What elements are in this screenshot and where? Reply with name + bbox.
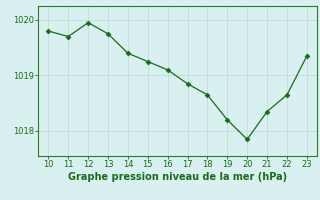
- X-axis label: Graphe pression niveau de la mer (hPa): Graphe pression niveau de la mer (hPa): [68, 172, 287, 182]
